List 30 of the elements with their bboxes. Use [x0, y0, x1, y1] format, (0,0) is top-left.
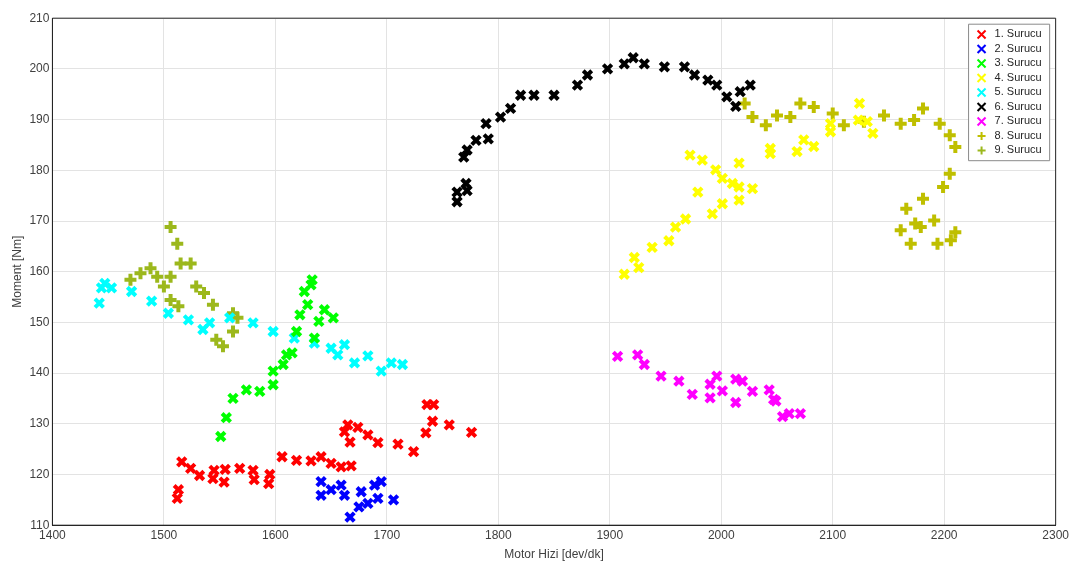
- legend-label: 7. Surucu: [994, 114, 1042, 127]
- x-tick-label: 1500: [150, 527, 178, 542]
- y-tick-label: 170: [29, 213, 50, 228]
- x-tick-label: 1600: [262, 527, 290, 542]
- x-tick-label: 2100: [819, 527, 847, 542]
- y-tick-label: 120: [29, 466, 50, 481]
- y-tick-label: 200: [29, 61, 50, 76]
- y-tick-label: 150: [29, 314, 50, 329]
- legend-label: 5. Surucu: [994, 85, 1042, 98]
- legend-label: 2. Surucu: [994, 41, 1042, 54]
- y-tick-label: 210: [29, 10, 50, 25]
- y-tick-label: 160: [29, 264, 50, 279]
- y-tick-label: 130: [29, 416, 50, 431]
- legend-label: 8. Surucu: [994, 128, 1042, 141]
- x-axis-title: Motor Hizi [dev/dk]: [504, 547, 604, 562]
- x-tick-label: 2300: [1042, 527, 1070, 542]
- y-tick-label: 190: [29, 111, 50, 126]
- legend-label: 6. Surucu: [994, 99, 1042, 112]
- x-tick-label: 1700: [373, 527, 401, 542]
- legend-label: 9. Surucu: [994, 143, 1042, 156]
- y-tick-label: 140: [29, 365, 50, 380]
- y-tick-label: 180: [29, 162, 50, 177]
- legend-label: 3. Surucu: [994, 56, 1042, 69]
- x-tick-label: 2200: [930, 527, 958, 542]
- y-axis-title: Moment [Nm]: [9, 235, 24, 308]
- legend-label: 4. Surucu: [994, 70, 1042, 83]
- x-tick-label: 1800: [484, 527, 512, 542]
- legend-label: 1. Surucu: [994, 27, 1042, 40]
- x-tick-label: 2000: [707, 527, 735, 542]
- x-tick-label: 1900: [596, 527, 624, 542]
